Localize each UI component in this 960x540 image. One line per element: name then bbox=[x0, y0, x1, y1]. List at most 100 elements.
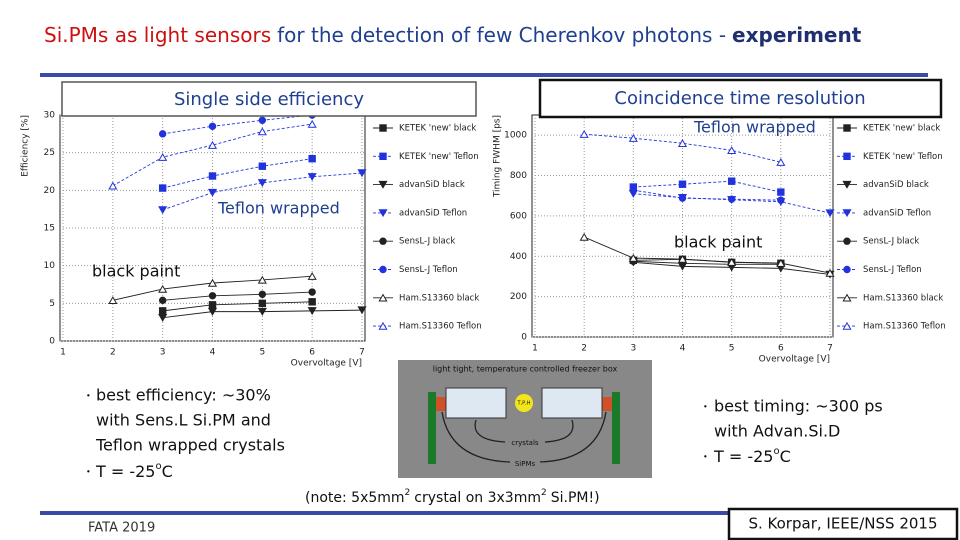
legend-label: SensL-J Teflon bbox=[863, 265, 922, 275]
marker bbox=[776, 258, 786, 267]
pointer bbox=[441, 411, 607, 463]
note-part: crystal on 3x3mm bbox=[414, 490, 541, 506]
marker bbox=[258, 290, 267, 298]
legend-marker bbox=[842, 180, 852, 189]
marker bbox=[727, 177, 736, 185]
legend-label: Ham.S13360 Teflon bbox=[399, 322, 482, 332]
marker bbox=[207, 140, 218, 149]
marker bbox=[258, 162, 267, 170]
legend-label: advanSiD Teflon bbox=[399, 208, 467, 218]
legend-marker bbox=[842, 209, 852, 218]
y-tick-label: 0 bbox=[521, 333, 527, 343]
marker bbox=[678, 180, 687, 188]
title-part: experiment bbox=[732, 23, 862, 47]
marker bbox=[357, 169, 367, 178]
sipm bbox=[602, 397, 612, 411]
y-tick-label: 400 bbox=[510, 252, 527, 262]
bullet: • bbox=[703, 403, 708, 412]
series-line bbox=[112, 123, 313, 187]
y-tick-label: 800 bbox=[510, 171, 527, 181]
legend-marker bbox=[378, 209, 388, 218]
title-part: for the detection of few Cherenkov photo… bbox=[277, 23, 726, 47]
x-tick-label: 6 bbox=[778, 344, 784, 354]
setup-diagram: light tight, temperature controlled free… bbox=[398, 360, 652, 478]
x-tick-label: 3 bbox=[160, 348, 166, 358]
marker bbox=[257, 179, 267, 187]
label: Single side efficiency bbox=[174, 89, 364, 110]
y-tick-label: 1000 bbox=[504, 131, 527, 141]
note-part: Si.PM!) bbox=[551, 490, 600, 506]
board bbox=[428, 392, 436, 464]
legend-label: advanSiD black bbox=[399, 180, 465, 190]
x-tick-label: 5 bbox=[259, 348, 265, 358]
bullet-text: with Advan.Si.D bbox=[714, 422, 840, 441]
marker bbox=[257, 275, 267, 284]
marker bbox=[207, 278, 218, 287]
bullet: • bbox=[86, 392, 91, 401]
x-tick-label: 7 bbox=[359, 348, 365, 358]
label-box bbox=[61, 81, 477, 117]
marker bbox=[825, 268, 835, 277]
legend-marker bbox=[379, 237, 387, 245]
note: (note: 5x5mm2 crystal on 3x3mm2 Si.PM!) bbox=[305, 488, 600, 507]
label: Coincidence time resolution bbox=[614, 88, 865, 109]
y-tick-label: 25 bbox=[44, 148, 55, 158]
marker bbox=[158, 152, 168, 161]
marker bbox=[677, 139, 688, 147]
marker bbox=[207, 307, 218, 316]
legend-marker bbox=[378, 180, 388, 189]
marker bbox=[678, 194, 687, 202]
marker bbox=[158, 206, 168, 215]
marker bbox=[158, 307, 167, 315]
legend-marker bbox=[843, 237, 851, 245]
legend-label: KETEK 'new' Teflon bbox=[399, 152, 479, 162]
marker bbox=[677, 254, 688, 263]
y-axis-title: Efficiency [%] bbox=[21, 115, 31, 177]
y-tick-label: 15 bbox=[44, 224, 55, 234]
marker bbox=[208, 292, 217, 300]
board bbox=[612, 392, 620, 464]
freezer-box bbox=[398, 360, 652, 478]
legend-label: KETEK 'new' black bbox=[399, 124, 476, 134]
note-part: (note: 5x5mm bbox=[305, 490, 405, 506]
marker bbox=[208, 301, 217, 309]
y-tick-label: 600 bbox=[510, 211, 527, 221]
bullet-sup: o bbox=[773, 446, 779, 457]
annotation: Teflon wrapped bbox=[693, 118, 816, 137]
marker bbox=[307, 119, 317, 128]
series-line bbox=[162, 158, 313, 189]
bullet: • bbox=[86, 468, 91, 477]
bullet-text: best timing: ~300 ps bbox=[714, 397, 883, 416]
x-axis-title: Overvoltage [V] bbox=[759, 355, 830, 365]
legend-label: advanSiD Teflon bbox=[863, 208, 931, 218]
y-tick-label: 10 bbox=[44, 261, 56, 271]
footer-author: S. Korpar, IEEE/NSS 2015 bbox=[748, 515, 937, 533]
series-line bbox=[584, 133, 781, 163]
marker bbox=[257, 307, 267, 316]
legend-label: Ham.S13360 black bbox=[863, 293, 943, 303]
bullet-part: T = -25 bbox=[713, 447, 773, 466]
marker bbox=[158, 130, 167, 138]
marker bbox=[825, 209, 835, 218]
bullet-part: C bbox=[780, 447, 791, 466]
marker bbox=[208, 172, 217, 180]
marker bbox=[308, 288, 316, 296]
series-line bbox=[162, 291, 313, 301]
legend-marker bbox=[379, 152, 387, 161]
x-tick-label: 1 bbox=[532, 344, 538, 354]
marker bbox=[207, 188, 218, 197]
bullet-text: best efficiency: ~30% bbox=[96, 386, 271, 405]
series-line bbox=[162, 114, 313, 135]
marker bbox=[777, 196, 785, 204]
legend-marker bbox=[843, 152, 851, 161]
x-tick-label: 5 bbox=[729, 344, 735, 354]
marker bbox=[629, 186, 638, 194]
legend-marker bbox=[842, 321, 852, 330]
marker bbox=[777, 188, 785, 196]
diagram-label: SiPMs bbox=[515, 460, 536, 468]
marker bbox=[776, 158, 786, 166]
annotation: Teflon wrapped bbox=[217, 199, 340, 218]
